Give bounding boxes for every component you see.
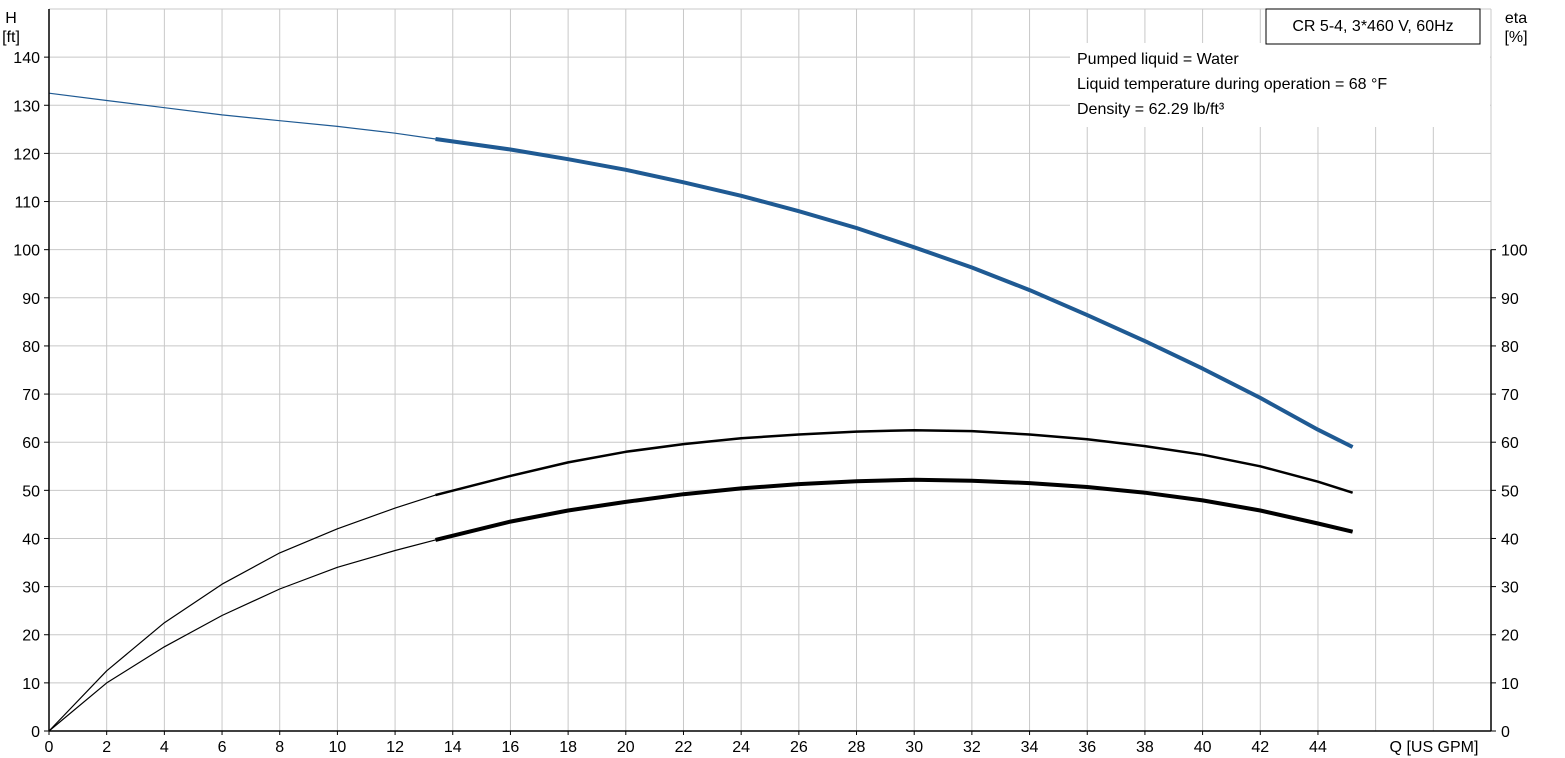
- title-box: CR 5-4, 3*460 V, 60Hz: [1265, 8, 1481, 45]
- chart-title: CR 5-4, 3*460 V, 60Hz: [1292, 18, 1453, 35]
- y-right-tick-label: 10: [1501, 676, 1519, 693]
- x-tick-label: 18: [559, 739, 577, 756]
- title-box-frame: [1265, 8, 1481, 45]
- y-left-label-line1: H: [5, 10, 17, 27]
- y-left-tick-label: 10: [22, 676, 40, 693]
- x-tick-label: 34: [1021, 739, 1039, 756]
- y-right-tick-label: 100: [1501, 243, 1528, 260]
- x-tick-label: 32: [963, 739, 981, 756]
- y-left-label-line2: [ft]: [2, 29, 20, 46]
- axes: [44, 9, 1496, 735]
- info-box: Pumped liquid = Water Liquid temperature…: [1070, 43, 1490, 127]
- y-left-tick-label: 0: [31, 724, 40, 741]
- y-left-tick-label: 140: [13, 50, 40, 67]
- x-tick-label: 40: [1194, 739, 1212, 756]
- head-line-operating-range: [435, 137, 1354, 449]
- y-right-tick-label: 0: [1501, 724, 1510, 741]
- y-left-tick-label: 60: [22, 435, 40, 452]
- x-tick-label: 10: [329, 739, 347, 756]
- x-tick-label: 26: [790, 739, 808, 756]
- y-left-tick-label: 110: [14, 195, 40, 212]
- x-tick-label: 0: [45, 739, 54, 756]
- tick-labels: 0 2 4 6 8 10 12 14 16 18 20 22 24 26 28 30 32 34 36 38 40 42 4…: [13, 50, 1528, 756]
- y-left-tick-label: 40: [22, 531, 40, 548]
- grid: [48, 8, 1492, 732]
- x-tick-label: 24: [732, 739, 750, 756]
- x-tick-label: 22: [675, 739, 693, 756]
- x-tick-label: 8: [275, 739, 284, 756]
- x-tick-label: 2: [102, 739, 111, 756]
- y-right-label-line2: [%]: [1504, 29, 1527, 46]
- x-tick-label: 36: [1078, 739, 1096, 756]
- y-right-tick-label: 80: [1501, 339, 1519, 356]
- y-left-tick-label: 30: [22, 580, 40, 597]
- y-left-tick-label: 70: [22, 387, 40, 404]
- y-right-tick-label: 90: [1501, 291, 1519, 308]
- x-tick-label: 12: [386, 739, 404, 756]
- y-right-label-line1: eta: [1505, 10, 1527, 27]
- y-left-tick-label: 120: [13, 146, 40, 163]
- y-right-tick-label: 60: [1501, 435, 1519, 452]
- y-left-tick-label: 130: [13, 98, 40, 115]
- x-tick-label: 38: [1136, 739, 1154, 756]
- x-tick-label: 42: [1251, 739, 1269, 756]
- axis-labels: H [ft] eta [%] Q [US GPM]: [2, 10, 1527, 756]
- info-box-background: [1070, 43, 1490, 127]
- x-tick-label: 20: [617, 739, 635, 756]
- x-axis-label: Q [US GPM]: [1390, 739, 1479, 756]
- y-left-tick-label: 50: [22, 483, 40, 500]
- eta_lower-line: [48, 479, 1353, 732]
- x-tick-label: 4: [160, 739, 169, 756]
- y-right-tick-label: 40: [1501, 531, 1519, 548]
- y-right-tick-label: 20: [1501, 628, 1519, 645]
- x-tick-label: 14: [444, 739, 462, 756]
- x-tick-label: 6: [218, 739, 227, 756]
- y-left-tick-label: 20: [22, 628, 40, 645]
- y-left-tick-label: 100: [13, 243, 40, 260]
- note-liquid-temperature: Liquid temperature during operation = 68…: [1077, 76, 1387, 93]
- series-group: [48, 92, 1354, 732]
- y-right-tick-label: 50: [1501, 483, 1519, 500]
- x-tick-label: 16: [502, 739, 520, 756]
- y-right-tick-label: 30: [1501, 580, 1519, 597]
- note-pumped-liquid: Pumped liquid = Water: [1077, 51, 1239, 68]
- x-tick-label: 44: [1309, 739, 1327, 756]
- y-left-tick-label: 90: [22, 291, 40, 308]
- eta_lower-line-operating-range: [435, 477, 1354, 542]
- y-right-tick-label: 70: [1501, 387, 1519, 404]
- eta_upper-line: [48, 429, 1353, 732]
- note-density: Density = 62.29 lb/ft³: [1077, 101, 1225, 118]
- eta_upper-line-operating-range: [435, 428, 1353, 497]
- x-tick-label: 28: [848, 739, 866, 756]
- y-left-tick-label: 80: [22, 339, 40, 356]
- x-tick-label: 30: [905, 739, 923, 756]
